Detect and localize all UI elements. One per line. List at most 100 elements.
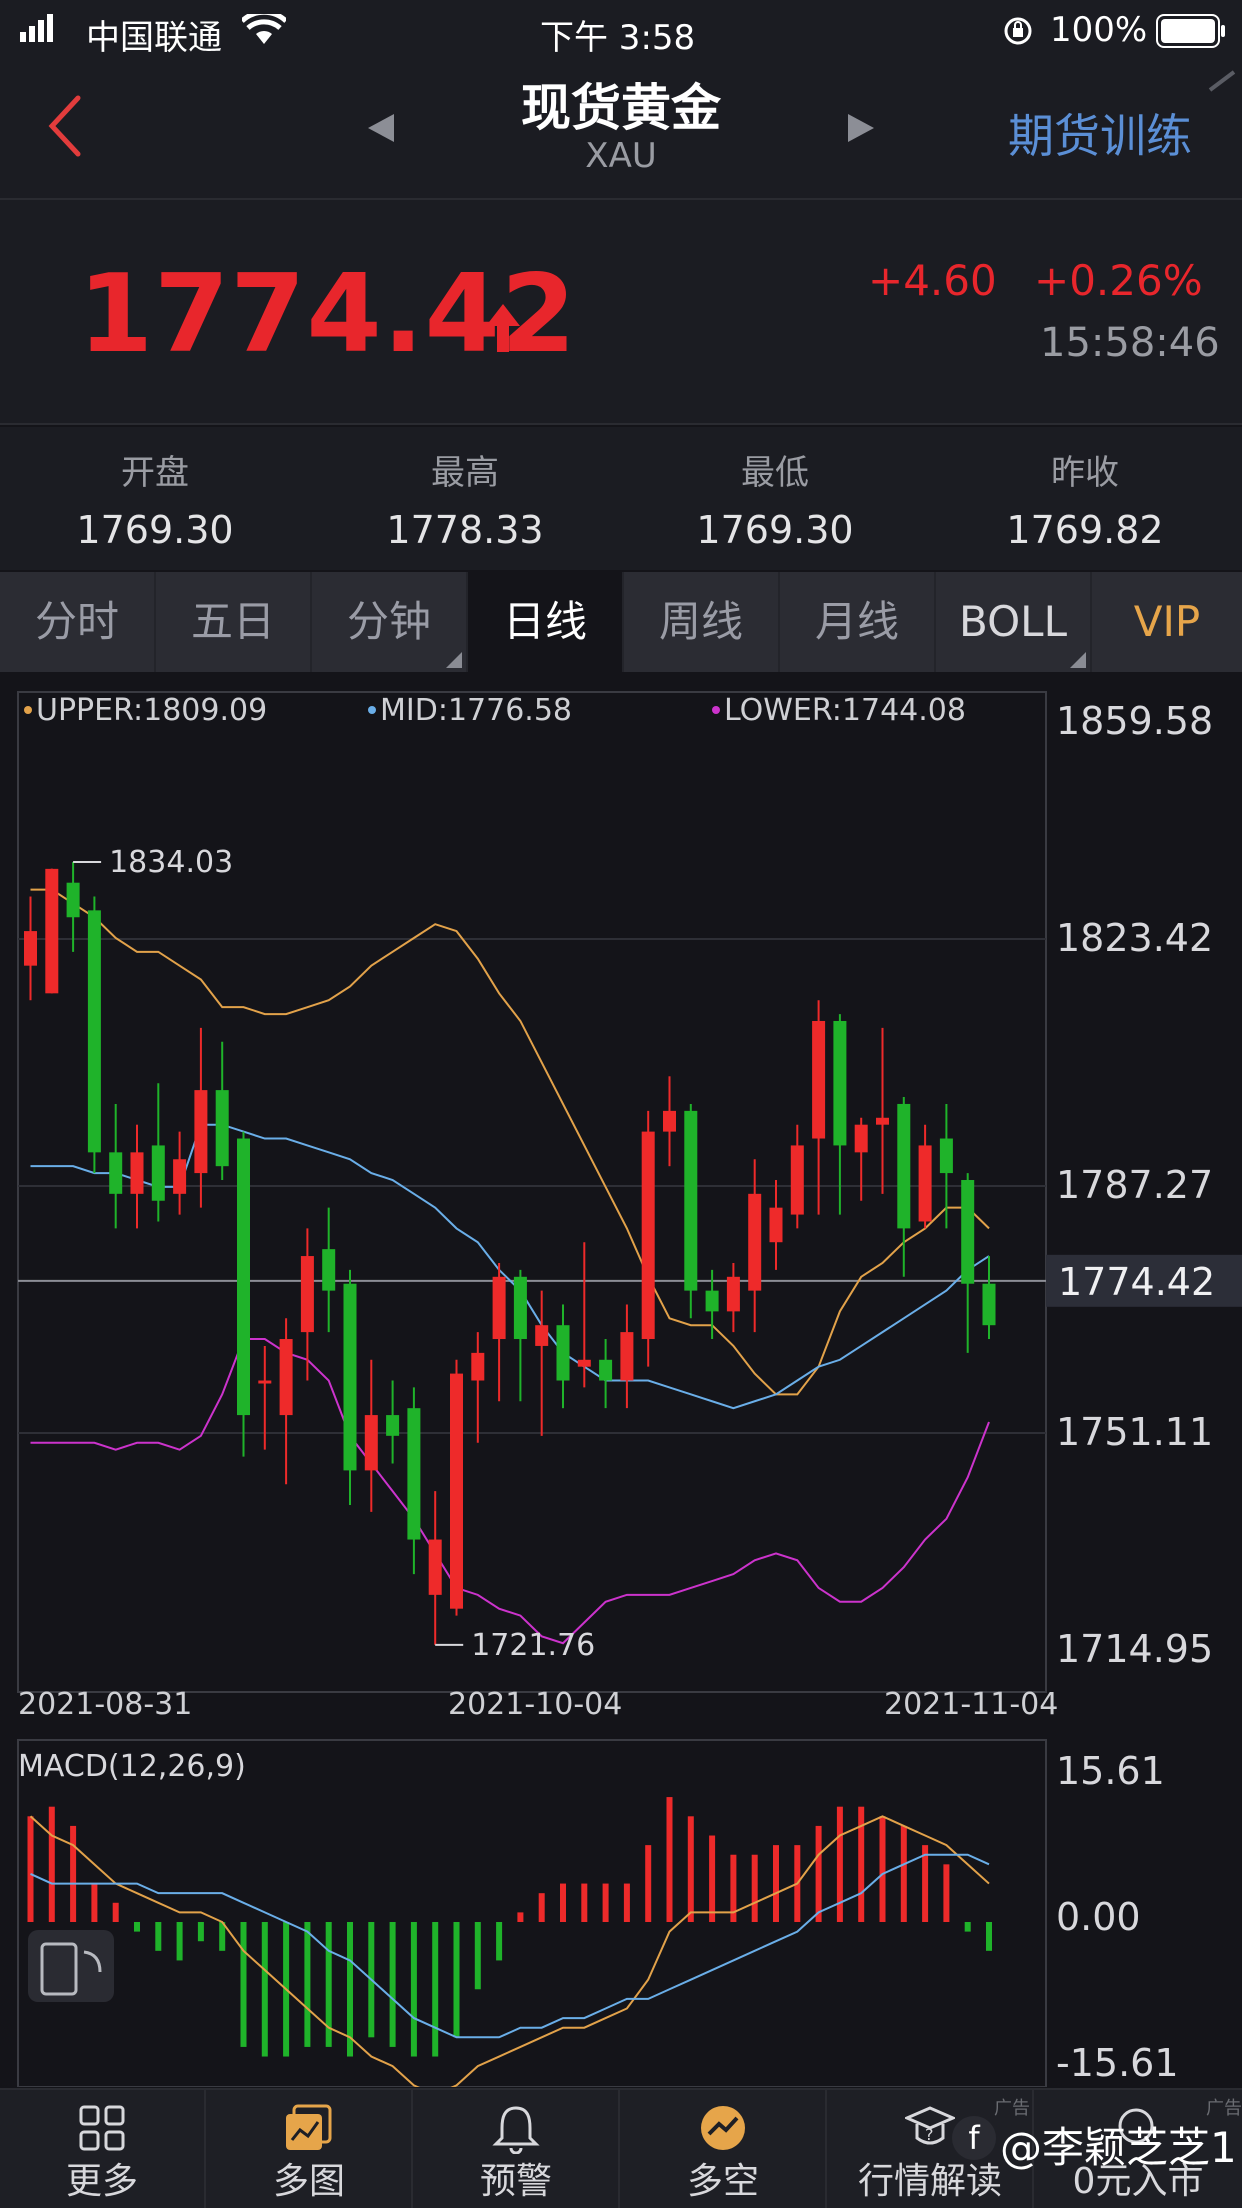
candle — [577, 1359, 591, 1367]
tab-daily[interactable]: 日线 — [468, 572, 624, 672]
candle — [705, 1290, 719, 1312]
macd-bar — [112, 1902, 119, 1922]
period-tabs: 分时 五日 分钟 日线 周线 月线 BOLL VIP — [0, 572, 1242, 672]
macd-panel-frame — [17, 1739, 1047, 2088]
macd-bar — [410, 1922, 417, 2057]
prev-symbol-icon[interactable] — [366, 112, 396, 144]
futures-training-link[interactable]: 期货训练 — [1008, 109, 1192, 163]
nav-label: 多空 — [686, 2161, 759, 2202]
macd-bar — [900, 1825, 907, 1922]
tab-intraday[interactable]: 分时 — [0, 572, 156, 672]
tab-vip[interactable]: VIP — [1133, 597, 1201, 646]
macd-bar — [709, 1835, 716, 1922]
quote-panel: 1774.42 +4.60 +0.26% 15:58:46 — [0, 200, 1242, 425]
nav-label: 多图 — [272, 2161, 345, 2202]
back-icon[interactable] — [44, 94, 84, 158]
macd-bar — [304, 1922, 311, 2047]
svg-text:?: ? — [925, 2125, 934, 2144]
stat-label: 最高 — [431, 453, 499, 493]
candle — [386, 1415, 400, 1436]
tab-label: 分钟 — [346, 597, 431, 646]
rotate-screen-button[interactable] — [28, 1930, 114, 2002]
candle — [663, 1110, 676, 1132]
candle — [279, 1339, 293, 1416]
tab-five-day[interactable]: 五日 — [156, 572, 312, 672]
page-title: 现货黄金 — [521, 79, 721, 137]
macd-bar — [815, 1825, 822, 1922]
stats-row: 开盘 1769.30 最高 1778.33 最低 1769.30 昨收 1769… — [0, 427, 1242, 570]
carrier: 中国联通 — [86, 18, 222, 58]
nav-multi-chart[interactable]: 多图 — [207, 2090, 413, 2208]
dropdown-corner-icon — [446, 652, 462, 668]
candle — [215, 1090, 229, 1167]
price-panel-frame — [17, 691, 1047, 1693]
decor-corner-icon — [1208, 70, 1236, 92]
candle — [769, 1207, 783, 1243]
macd-dea-line — [30, 1853, 990, 2039]
price-axis-label: 1714.95 — [1056, 1627, 1213, 1671]
rotate-arrow-icon — [83, 1950, 102, 1973]
macd-bar — [219, 1922, 226, 1951]
symbol-code: XAU — [585, 136, 657, 176]
stat-label: 昨收 — [1051, 453, 1119, 493]
current-price-axis-label: 1774.42 — [1058, 1260, 1215, 1304]
candle — [407, 1408, 421, 1540]
candle — [918, 1145, 932, 1222]
nav-market-insight[interactable]: ? 行情解读 — [828, 2090, 1034, 2208]
macd-bar — [538, 1893, 545, 1922]
legend-lower: LOWER:1744.08 — [724, 693, 966, 728]
macd-bar — [687, 1816, 694, 1922]
next-symbol-icon[interactable] — [846, 112, 876, 144]
candle — [151, 1145, 165, 1201]
wifi-icon — [242, 14, 286, 44]
nav-alert[interactable]: 预警 — [414, 2090, 620, 2208]
rotate-screen-icon — [40, 1942, 78, 1996]
search-circle-icon — [1118, 2108, 1154, 2144]
trend-icon — [701, 2106, 745, 2150]
grid-icon — [79, 2105, 125, 2151]
macd-bar — [155, 1922, 162, 1951]
macd-bar — [240, 1922, 247, 2047]
macd-bar — [986, 1922, 992, 1951]
candle — [939, 1138, 953, 1174]
candle — [812, 1020, 826, 1139]
bell-icon — [492, 2106, 540, 2154]
stat-high: 最高 1778.33 — [310, 445, 620, 552]
tab-boll[interactable]: BOLL — [936, 572, 1092, 672]
stat-open: 开盘 1769.30 — [0, 445, 310, 552]
tab-weekly[interactable]: 周线 — [624, 572, 780, 672]
price-axis-label: 1751.11 — [1056, 1410, 1213, 1454]
candle — [599, 1359, 613, 1381]
stat-value: 1769.30 — [696, 508, 854, 552]
lower-dot-icon — [712, 706, 720, 714]
nav-label: 0元入市 — [1072, 2161, 1204, 2202]
min-marker-label: 1721.76 — [471, 1628, 595, 1663]
nav-more[interactable]: 更多 — [0, 2090, 206, 2208]
nav-label: 更多 — [65, 2161, 138, 2202]
kline-chart[interactable]: UPPER:1809.09 MID:1776.58 LOWER:1744.08 … — [0, 672, 1242, 2097]
change-value: +4.60 — [868, 256, 997, 305]
macd-bar — [389, 1922, 396, 2047]
candle — [726, 1276, 740, 1312]
candle — [833, 1020, 847, 1146]
candle — [897, 1103, 911, 1229]
date-axis-label: 2021-10-04 — [448, 1687, 622, 1722]
macd-bar — [432, 1922, 439, 2057]
price-axis-label: 1787.27 — [1056, 1163, 1213, 1207]
stat-value: 1769.30 — [76, 508, 234, 552]
current-price-tag — [1046, 1254, 1242, 1307]
candle — [854, 1124, 868, 1153]
macd-axis-label: 15.61 — [1056, 1749, 1165, 1793]
nav-zero-entry[interactable]: 0元入市 — [1035, 2090, 1241, 2208]
macd-bar — [517, 1912, 524, 1922]
nav-label: 行情解读 — [857, 2161, 1002, 2202]
tab-minute[interactable]: 分钟 — [312, 572, 468, 672]
candle — [620, 1332, 634, 1381]
graduation-icon: ? — [905, 2106, 955, 2145]
macd-bar — [922, 1845, 929, 1922]
chart-area[interactable]: UPPER:1809.09 MID:1776.58 LOWER:1744.08 … — [0, 672, 1242, 2097]
ad-label: 广告 — [994, 2098, 1030, 2119]
tab-monthly[interactable]: 月线 — [780, 572, 936, 672]
nav-long-short[interactable]: 多空 — [621, 2090, 827, 2208]
watermark-logo-icon: f — [952, 2116, 996, 2160]
